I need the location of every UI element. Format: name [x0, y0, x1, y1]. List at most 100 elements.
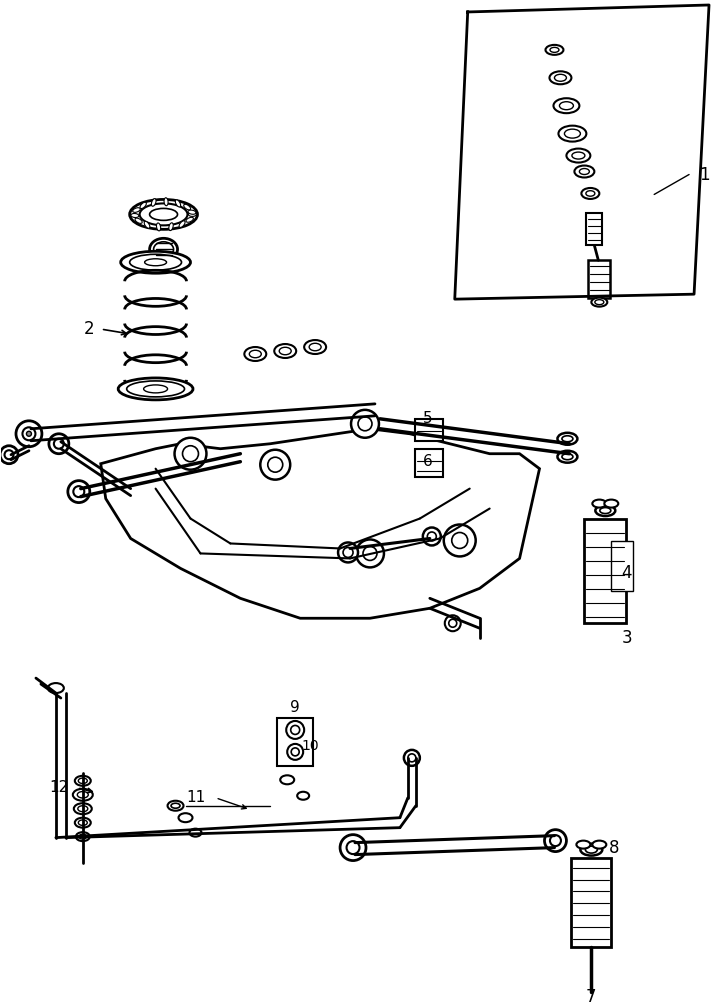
Ellipse shape [574, 165, 594, 177]
Ellipse shape [151, 199, 156, 207]
Ellipse shape [558, 432, 577, 445]
Text: 1: 1 [699, 165, 709, 183]
Ellipse shape [261, 450, 290, 480]
Ellipse shape [167, 800, 183, 810]
Ellipse shape [343, 547, 353, 557]
Text: 5: 5 [423, 411, 432, 426]
Ellipse shape [150, 238, 178, 260]
Ellipse shape [16, 420, 42, 447]
Ellipse shape [74, 803, 92, 814]
Ellipse shape [130, 200, 197, 230]
Ellipse shape [555, 75, 566, 82]
Text: 3: 3 [622, 629, 633, 647]
Ellipse shape [132, 208, 141, 213]
Ellipse shape [48, 683, 64, 694]
Ellipse shape [404, 750, 420, 766]
Bar [588, 260, 610, 298]
Ellipse shape [175, 437, 207, 470]
Ellipse shape [118, 378, 193, 400]
Ellipse shape [566, 148, 590, 162]
Ellipse shape [75, 817, 91, 828]
Ellipse shape [445, 615, 461, 631]
Ellipse shape [157, 223, 161, 231]
Ellipse shape [288, 744, 303, 760]
Bar [415, 449, 443, 477]
Ellipse shape [150, 209, 178, 221]
Ellipse shape [545, 830, 566, 852]
Ellipse shape [427, 532, 436, 541]
Ellipse shape [131, 214, 139, 218]
Ellipse shape [356, 539, 384, 568]
Ellipse shape [189, 213, 197, 217]
Ellipse shape [164, 198, 168, 206]
Ellipse shape [145, 259, 167, 266]
Ellipse shape [363, 546, 377, 560]
Ellipse shape [564, 129, 580, 138]
Ellipse shape [178, 813, 192, 823]
Ellipse shape [26, 431, 31, 436]
Ellipse shape [582, 187, 599, 199]
Ellipse shape [593, 841, 606, 849]
Ellipse shape [562, 454, 573, 460]
Ellipse shape [121, 251, 191, 273]
Ellipse shape [550, 72, 571, 85]
Ellipse shape [77, 791, 88, 798]
Ellipse shape [130, 254, 181, 270]
Text: 4: 4 [621, 564, 631, 583]
Ellipse shape [290, 726, 300, 735]
Ellipse shape [591, 297, 607, 306]
Ellipse shape [559, 102, 574, 110]
Ellipse shape [586, 191, 595, 197]
Ellipse shape [280, 775, 294, 784]
Ellipse shape [553, 98, 579, 113]
Ellipse shape [550, 47, 559, 52]
Ellipse shape [452, 532, 467, 548]
Ellipse shape [135, 218, 142, 224]
Ellipse shape [572, 152, 585, 159]
Ellipse shape [408, 754, 416, 762]
Ellipse shape [54, 438, 64, 449]
Ellipse shape [585, 846, 598, 853]
Ellipse shape [169, 223, 173, 231]
Bar [585, 518, 626, 623]
Ellipse shape [154, 242, 173, 257]
Ellipse shape [171, 803, 180, 808]
Ellipse shape [340, 835, 366, 861]
Ellipse shape [144, 222, 150, 228]
Ellipse shape [186, 218, 194, 222]
Text: 7: 7 [586, 988, 597, 1006]
Ellipse shape [580, 844, 602, 856]
Ellipse shape [140, 203, 146, 209]
Ellipse shape [558, 451, 577, 463]
Ellipse shape [579, 168, 590, 174]
Ellipse shape [347, 841, 360, 854]
Bar [415, 418, 443, 440]
Ellipse shape [249, 350, 261, 358]
Ellipse shape [268, 458, 282, 472]
Text: 9: 9 [290, 701, 300, 716]
Ellipse shape [143, 385, 167, 393]
Ellipse shape [74, 486, 84, 497]
Text: 6: 6 [423, 455, 432, 469]
Ellipse shape [23, 427, 36, 440]
Ellipse shape [596, 505, 615, 516]
Bar [612, 541, 633, 592]
Ellipse shape [291, 748, 299, 756]
Ellipse shape [600, 508, 611, 513]
Ellipse shape [444, 524, 475, 556]
Text: 12: 12 [50, 780, 68, 795]
Ellipse shape [76, 833, 90, 841]
Ellipse shape [550, 836, 561, 846]
Ellipse shape [188, 210, 196, 215]
Bar [586, 214, 602, 245]
Ellipse shape [68, 481, 90, 503]
Text: 10: 10 [301, 739, 319, 753]
Ellipse shape [558, 126, 586, 141]
Ellipse shape [4, 451, 14, 460]
Ellipse shape [338, 542, 358, 562]
Ellipse shape [351, 410, 379, 437]
Ellipse shape [604, 500, 618, 508]
Ellipse shape [175, 200, 181, 207]
Ellipse shape [73, 789, 92, 800]
Ellipse shape [358, 417, 372, 430]
